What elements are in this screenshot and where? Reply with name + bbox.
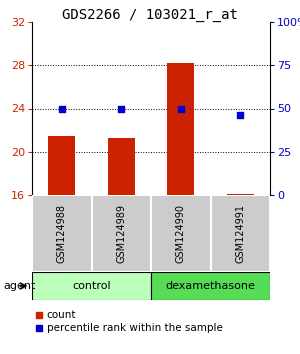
Text: dexamethasone: dexamethasone (166, 281, 255, 291)
Bar (167, 63, 194, 195)
Bar (151, 272, 270, 300)
Bar (48, 136, 75, 195)
Point (238, 113, 243, 118)
Bar (32, 195, 92, 272)
Point (178, 105, 183, 111)
Bar (32, 272, 151, 300)
Point (119, 105, 124, 111)
Text: control: control (72, 281, 111, 291)
Text: GSM124988: GSM124988 (57, 204, 67, 263)
Legend: count, percentile rank within the sample: count, percentile rank within the sample (35, 310, 223, 333)
Bar (227, 194, 254, 195)
Text: GDS2266 / 103021_r_at: GDS2266 / 103021_r_at (62, 8, 238, 22)
Text: GSM124990: GSM124990 (176, 204, 186, 263)
Bar (92, 195, 151, 272)
Bar (108, 138, 135, 195)
Bar (211, 195, 270, 272)
Bar (151, 195, 211, 272)
Text: agent: agent (3, 281, 35, 291)
Text: GSM124989: GSM124989 (116, 204, 126, 263)
Text: GSM124991: GSM124991 (235, 204, 245, 263)
Point (59, 105, 64, 111)
